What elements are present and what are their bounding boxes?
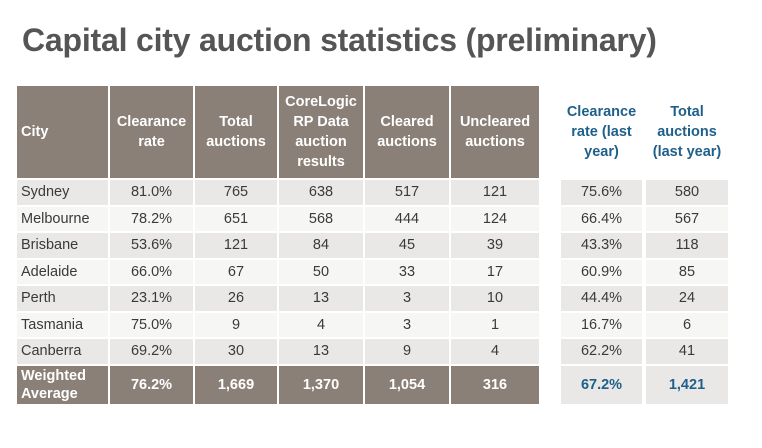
cell-total-last-year: 24 (646, 284, 732, 311)
cell-city: Tasmania (17, 310, 110, 337)
header-total-auctions-last-year: Total auctions (last year) (646, 86, 732, 178)
table-row: Canberra 69.2% 30 13 9 4 (17, 337, 539, 364)
cell-uncleared: 39 (451, 231, 539, 258)
cell-clearance-last-year: 44.4% (561, 284, 646, 311)
cell-corelogic: 13 (279, 284, 365, 311)
header-corelogic-results: CoreLogic RP Data auction results (279, 86, 365, 178)
cell-clearance-rate: 69.2% (110, 337, 195, 364)
cell-cleared: 45 (365, 231, 451, 258)
cell-city: Brisbane (17, 231, 110, 258)
cell-total-auctions: 26 (195, 284, 279, 311)
cell-city: Sydney (17, 178, 110, 205)
cell-corelogic: 13 (279, 337, 365, 364)
cell-corelogic: 1,370 (279, 363, 365, 404)
header-total-auctions: Total auctions (195, 86, 279, 178)
cell-uncleared: 316 (451, 363, 539, 404)
cell-corelogic: 4 (279, 310, 365, 337)
cell-clearance-last-year: 16.7% (561, 310, 646, 337)
table-row: Melbourne 78.2% 651 568 444 124 (17, 204, 539, 231)
cell-total-auctions: 651 (195, 204, 279, 231)
cell-total-auctions: 67 (195, 257, 279, 284)
cell-clearance-rate: 53.6% (110, 231, 195, 258)
cell-clearance-rate: 78.2% (110, 204, 195, 231)
cell-clearance-last-year: 75.6% (561, 178, 646, 205)
cell-uncleared: 124 (451, 204, 539, 231)
last-year-row: 60.9% 85 (561, 257, 732, 284)
header-cleared-auctions: Cleared auctions (365, 86, 451, 178)
cell-total-auctions: 121 (195, 231, 279, 258)
cell-clearance-rate: 23.1% (110, 284, 195, 311)
cell-corelogic: 50 (279, 257, 365, 284)
last-year-table: Clearance rate (last year) Total auction… (561, 86, 732, 404)
cell-total-last-year: 6 (646, 310, 732, 337)
last-year-row: 44.4% 24 (561, 284, 732, 311)
cell-clearance-last-year: 67.2% (561, 363, 646, 404)
cell-total-auctions: 30 (195, 337, 279, 364)
last-year-row: 62.2% 41 (561, 337, 732, 364)
cell-cleared: 3 (365, 310, 451, 337)
cell-total-last-year: 41 (646, 337, 732, 364)
header-city: City (17, 86, 110, 178)
cell-city: Weighted Average (17, 363, 110, 404)
cell-uncleared: 4 (451, 337, 539, 364)
last-year-row: 66.4% 567 (561, 204, 732, 231)
cell-cleared: 517 (365, 178, 451, 205)
table-row: Perth 23.1% 26 13 3 10 (17, 284, 539, 311)
last-year-row: 75.6% 580 (561, 178, 732, 205)
cell-total-auctions: 9 (195, 310, 279, 337)
cell-city: Canberra (17, 337, 110, 364)
cell-clearance-last-year: 43.3% (561, 231, 646, 258)
cell-uncleared: 1 (451, 310, 539, 337)
cell-corelogic: 568 (279, 204, 365, 231)
table-row: Adelaide 66.0% 67 50 33 17 (17, 257, 539, 284)
cell-cleared: 33 (365, 257, 451, 284)
last-year-row: 43.3% 118 (561, 231, 732, 258)
header-clearance-rate: Clearance rate (110, 86, 195, 178)
header-uncleared-auctions: Uncleared auctions (451, 86, 539, 178)
table-row: Sydney 81.0% 765 638 517 121 (17, 178, 539, 205)
last-year-weighted-average-row: 67.2% 1,421 (561, 363, 732, 404)
cell-total-auctions: 765 (195, 178, 279, 205)
cell-cleared: 1,054 (365, 363, 451, 404)
last-year-row: 16.7% 6 (561, 310, 732, 337)
cell-cleared: 3 (365, 284, 451, 311)
cell-city: Perth (17, 284, 110, 311)
cell-total-auctions: 1,669 (195, 363, 279, 404)
cell-total-last-year: 85 (646, 257, 732, 284)
cell-total-last-year: 580 (646, 178, 732, 205)
last-year-header-row: Clearance rate (last year) Total auction… (561, 86, 732, 178)
cell-total-last-year: 1,421 (646, 363, 732, 404)
cell-cleared: 444 (365, 204, 451, 231)
cell-uncleared: 17 (451, 257, 539, 284)
cell-total-last-year: 118 (646, 231, 732, 258)
cell-clearance-last-year: 66.4% (561, 204, 646, 231)
header-clearance-rate-last-year: Clearance rate (last year) (561, 86, 646, 178)
cell-clearance-last-year: 60.9% (561, 257, 646, 284)
table-row: Brisbane 53.6% 121 84 45 39 (17, 231, 539, 258)
cell-cleared: 9 (365, 337, 451, 364)
table-row: Tasmania 75.0% 9 4 3 1 (17, 310, 539, 337)
weighted-average-row: Weighted Average 76.2% 1,669 1,370 1,054 316 (17, 363, 539, 404)
cell-clearance-rate: 76.2% (110, 363, 195, 404)
table-header-row: City Clearance rate Total auctions CoreL… (17, 86, 539, 178)
cell-city: Adelaide (17, 257, 110, 284)
cell-clearance-rate: 66.0% (110, 257, 195, 284)
cell-uncleared: 10 (451, 284, 539, 311)
cell-total-last-year: 567 (646, 204, 732, 231)
cell-corelogic: 638 (279, 178, 365, 205)
cell-city: Melbourne (17, 204, 110, 231)
cell-corelogic: 84 (279, 231, 365, 258)
cell-clearance-last-year: 62.2% (561, 337, 646, 364)
cell-uncleared: 121 (451, 178, 539, 205)
cell-clearance-rate: 81.0% (110, 178, 195, 205)
auction-statistics-table: City Clearance rate Total auctions CoreL… (17, 86, 539, 404)
cell-clearance-rate: 75.0% (110, 310, 195, 337)
page-title: Capital city auction statistics (prelimi… (22, 22, 657, 58)
